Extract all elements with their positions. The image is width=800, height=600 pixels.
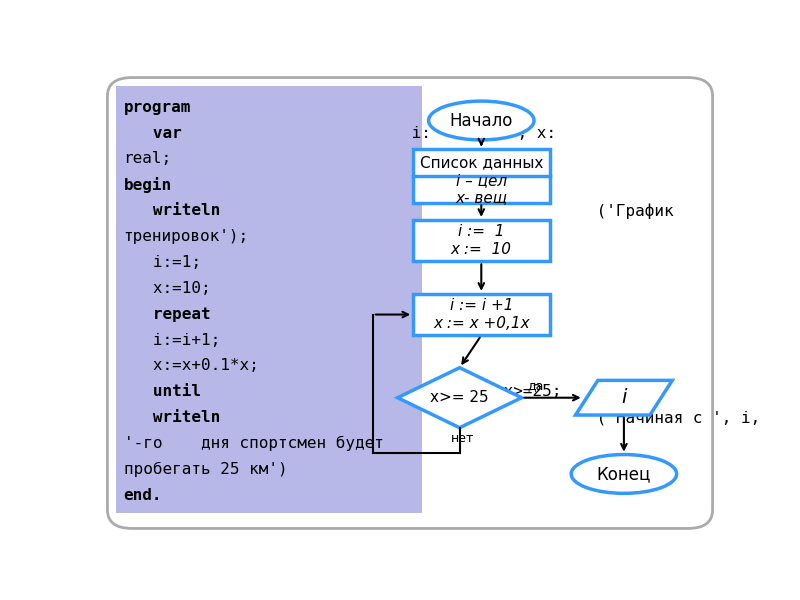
Text: var: var [123,125,182,140]
Text: x:=x+0.1*x;: x:=x+0.1*x; [123,358,258,373]
Text: ('Начиная с ', i,: ('Начиная с ', i, [587,410,760,425]
Text: ('График: ('График [587,203,674,219]
Ellipse shape [429,101,534,140]
Text: тренировок');: тренировок'); [123,229,249,244]
Text: writeln: writeln [123,203,220,218]
Ellipse shape [571,455,677,493]
Text: writeln: writeln [123,410,220,425]
Text: нет: нет [451,433,474,445]
FancyBboxPatch shape [413,220,550,262]
Text: i := i +1
x := x +0,1x: i := i +1 x := x +0,1x [433,298,530,331]
Text: repeat: repeat [123,307,210,322]
Text: begin: begin [123,178,172,193]
Text: real;: real; [123,151,172,166]
Text: да: да [528,379,544,392]
Text: i – цел
x- вещ: i – цел x- вещ [455,173,507,205]
Text: Список данных: Список данных [420,155,543,170]
Text: x>=25;: x>=25; [494,385,562,400]
Text: x:=10;: x:=10; [123,281,210,296]
Text: x>= 25: x>= 25 [430,390,489,405]
Text: program: program [123,100,191,115]
Text: i:=i+1;: i:=i+1; [123,332,220,347]
FancyBboxPatch shape [107,77,713,529]
Polygon shape [398,368,522,428]
FancyBboxPatch shape [413,294,550,335]
FancyBboxPatch shape [115,86,422,513]
Text: i:=1;: i:=1; [123,255,201,270]
Text: end.: end. [123,488,162,503]
Text: пробегать 25 км'): пробегать 25 км') [123,462,287,477]
Text: Конец: Конец [597,465,651,483]
Text: until: until [123,385,201,400]
Polygon shape [575,380,672,415]
Text: i: i [622,388,626,407]
FancyBboxPatch shape [413,149,550,203]
Text: Начало: Начало [450,112,513,130]
Text: i :=  1
x :=  10: i := 1 x := 10 [451,224,512,257]
Text: i:  integer; x:: i: integer; x: [402,125,556,140]
Text: '-го    дня спортсмен будет: '-го дня спортсмен будет [123,436,383,451]
Text: n_15;: n_15; [448,100,506,116]
